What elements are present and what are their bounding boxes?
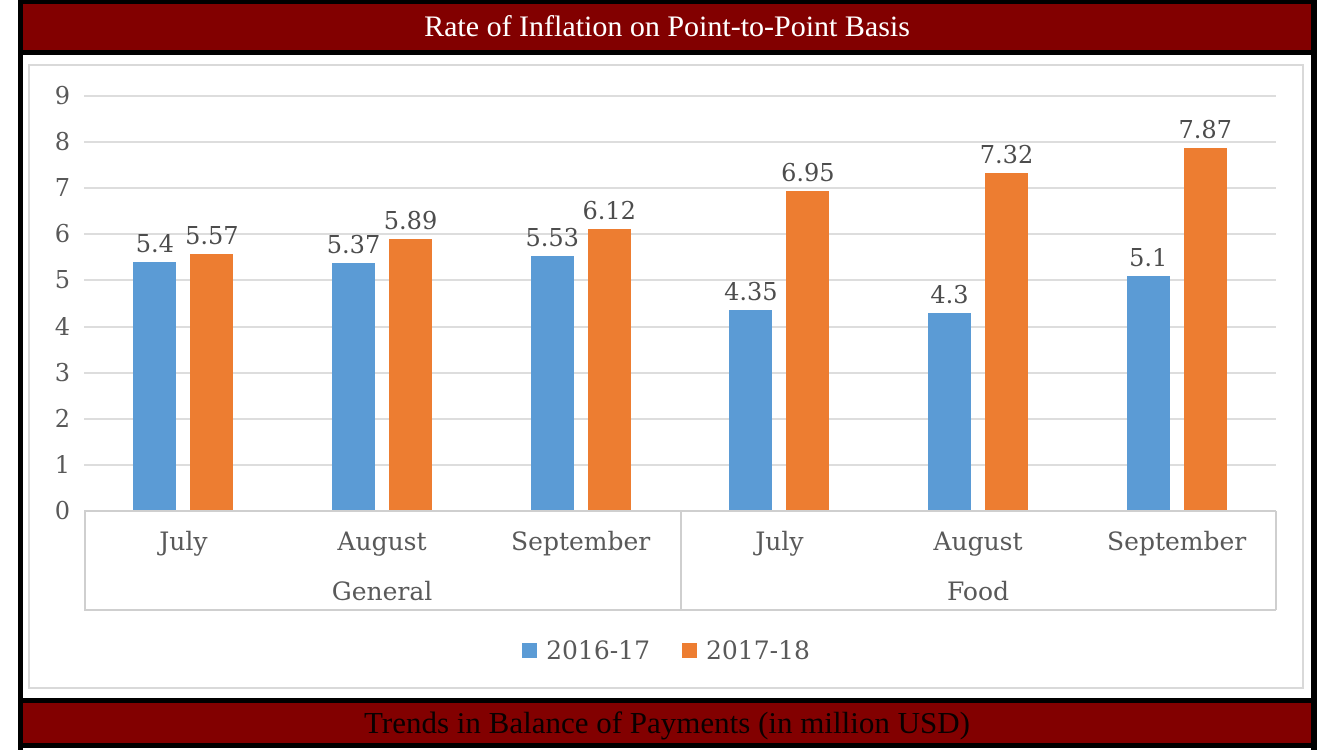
legend-swatch-icon [682, 643, 697, 658]
y-gridline [84, 325, 1276, 328]
category-label-month: August [933, 527, 1023, 556]
category-divider [680, 511, 682, 610]
bar-value-label: 5.53 [525, 224, 579, 252]
bar-2016-17-september [1126, 275, 1170, 511]
y-axis-tick-label: 9 [54, 82, 70, 110]
y-gridline [84, 371, 1276, 374]
category-divider [84, 511, 86, 610]
y-axis-tick-label: 1 [54, 450, 70, 479]
bar-2017-18-august [985, 173, 1028, 511]
y-axis-tick-label: 3 [54, 358, 70, 387]
section-header-balance-of-payments: Trends in Balance of Payments (in millio… [23, 698, 1311, 748]
bar-2016-17-july [133, 262, 177, 511]
bar-value-label: 6.95 [781, 158, 835, 187]
bar-value-label: 6.12 [582, 196, 636, 225]
y-gridline [84, 187, 1276, 190]
bar-value-label: 4.3 [930, 280, 969, 309]
legend-label: 2016-17 [546, 636, 650, 665]
bar-value-label: 5.57 [185, 222, 239, 251]
bar-value-label: 5.4 [135, 230, 174, 258]
category-label-group: General [331, 577, 433, 606]
category-area-bottom-border [84, 609, 1276, 611]
inflation-chart-section: 0 1 2 3 4 5 6 7 8 9 5.4 5.37 5.53 4.35 4.3 5.1 5.57 5.89 6… [23, 55, 1311, 698]
y-axis-tick-label: 2 [54, 404, 70, 433]
bar-value-label: 5.37 [326, 231, 381, 260]
y-axis-tick-label: 8 [54, 128, 70, 157]
category-label-month: August [337, 527, 427, 556]
y-gridline [84, 141, 1276, 144]
y-gridline [84, 417, 1276, 420]
inflation-bar-chart: 0 1 2 3 4 5 6 7 8 9 5.4 5.37 5.53 4.35 4.3 5.1 5.57 5.89 6… [28, 64, 1304, 689]
category-label-month: July [159, 527, 208, 556]
bar-2016-17-september [530, 256, 574, 511]
bar-value-label: 5.1 [1129, 243, 1168, 272]
bar-value-label: 7.32 [979, 141, 1034, 170]
y-axis-tick-label: 4 [54, 312, 70, 341]
bar-value-label: 4.35 [724, 278, 778, 307]
page-border-top [18, 0, 1317, 4]
y-axis-tick-label: 6 [54, 220, 70, 249]
category-label-month: July [755, 527, 804, 556]
legend-swatch-icon [522, 643, 538, 658]
bar-2016-17-august [332, 263, 375, 511]
bar-2017-18-august [389, 239, 432, 511]
y-gridline [84, 463, 1276, 466]
y-gridline [84, 279, 1276, 282]
bar-value-label: 7.87 [1178, 116, 1232, 145]
bar-2017-18-july [786, 190, 830, 511]
category-label-month: September [511, 527, 651, 556]
y-axis-tick-label: 7 [54, 174, 70, 203]
legend-label: 2017-18 [706, 636, 810, 665]
category-label-group: Food [946, 577, 1010, 606]
bar-2016-17-july [729, 310, 773, 511]
category-label-month: September [1107, 527, 1247, 556]
bar-2017-18-september [1183, 148, 1227, 511]
y-gridline [84, 233, 1276, 236]
section-header-inflation: Rate of Inflation on Point-to-Point Basi… [23, 4, 1311, 55]
y-axis-tick-label: 0 [54, 497, 70, 525]
legend-item-2016-17: 2016-17 [522, 636, 650, 665]
category-divider [1275, 511, 1277, 610]
bar-2017-18-september [587, 228, 631, 511]
y-axis-tick-label: 5 [54, 266, 70, 295]
page-border-left [18, 0, 23, 750]
legend-item-2017-18: 2017-18 [682, 636, 810, 665]
page-border-right [1311, 0, 1317, 750]
bar-2016-17-august [928, 312, 971, 511]
chart-plot-area: 0 1 2 3 4 5 6 7 8 9 5.4 5.37 5.53 4.35 4.3 5.1 5.57 5.89 6… [30, 66, 1302, 687]
y-gridline [84, 95, 1276, 97]
bar-2017-18-july [190, 254, 234, 511]
bar-value-label: 5.89 [383, 207, 438, 236]
chart-legend: 2016-17 2017-18 [30, 636, 1302, 665]
